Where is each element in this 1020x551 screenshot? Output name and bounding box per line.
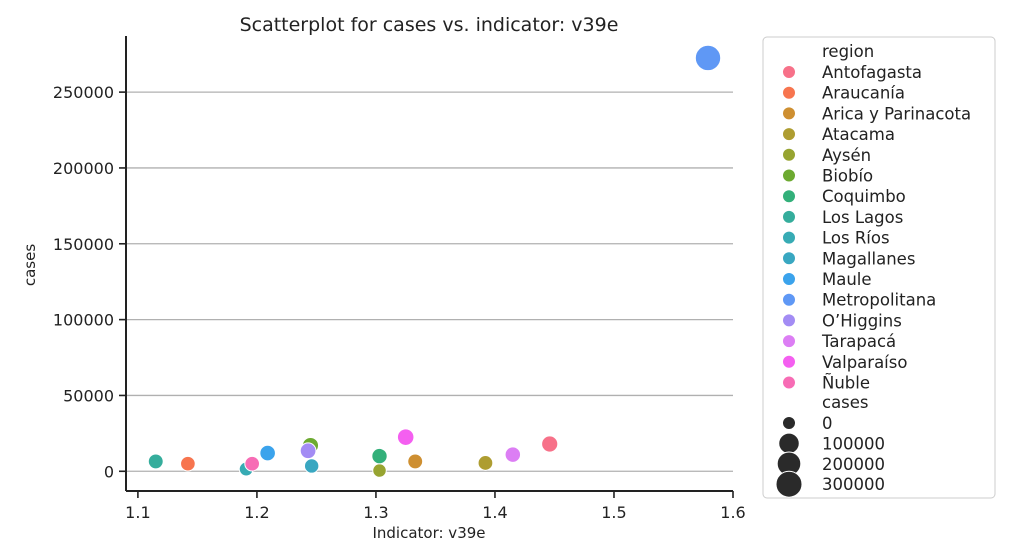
legend-marker: [782, 65, 796, 79]
y-axis-ticks: 0 50000 100000 150000 200000 250000: [53, 83, 126, 481]
legend-label: Tarapacá: [821, 332, 896, 351]
data-point: [694, 44, 722, 72]
y-tick-label: 250000: [53, 83, 114, 102]
legend-marker: [782, 189, 796, 204]
data-point: [299, 442, 317, 460]
legend-label: Los Ríos: [822, 229, 890, 248]
y-tick-label: 50000: [63, 386, 114, 405]
x-tick-label: 1.4: [482, 503, 507, 522]
legend-label: Maule: [822, 270, 872, 289]
y-tick-label: 200000: [53, 159, 114, 178]
data-point: [407, 453, 424, 470]
legend-marker: [782, 251, 796, 266]
legend-size-label: 200000: [822, 455, 885, 474]
legend-label: Ñuble: [822, 374, 870, 393]
chart-title: Scatterplot for cases vs. indicator: v39…: [240, 14, 619, 36]
legend-marker: [782, 272, 796, 286]
legend-label: O’Higgins: [822, 311, 902, 330]
legend-label: Arica y Parinacota: [822, 104, 971, 123]
x-tick-label: 1.1: [125, 503, 150, 522]
data-point: [259, 444, 276, 462]
data-point: [147, 453, 164, 470]
legend-marker: [782, 147, 796, 162]
legend-label: Antofagasta: [822, 63, 922, 82]
legend-marker: [782, 354, 796, 369]
legend-marker: [782, 106, 796, 121]
data-point: [371, 447, 388, 465]
legend-hue-title: region: [822, 42, 874, 61]
legend-size-marker: [778, 432, 800, 455]
y-axis-label: cases: [21, 244, 39, 286]
y-tick-label: 100000: [53, 311, 114, 330]
y-tick-label: 150000: [53, 235, 114, 254]
legend-marker: [782, 313, 796, 328]
data-points: [147, 44, 722, 478]
legend-label: Valparaíso: [822, 353, 907, 372]
data-point: [504, 446, 522, 463]
data-point: [372, 463, 387, 478]
legend-label: Coquimbo: [822, 187, 906, 206]
legend-label: Atacama: [822, 125, 895, 144]
data-point: [180, 455, 196, 472]
legend-label: Magallanes: [822, 249, 915, 268]
legend-marker: [782, 230, 796, 245]
data-point: [396, 428, 415, 446]
legend-label: Biobío: [822, 167, 873, 186]
legend-label: Los Lagos: [822, 208, 903, 227]
data-point: [303, 458, 320, 474]
legend-marker: [782, 168, 796, 183]
data-point: [477, 455, 494, 471]
legend-label: Metropolitana: [822, 291, 936, 310]
legend-size-marker: [775, 470, 803, 498]
legend-size-label: 100000: [822, 434, 885, 453]
x-tick-label: 1.6: [720, 503, 745, 522]
x-tick-label: 1.3: [363, 503, 388, 522]
x-axis-ticks: 1.1 1.2 1.3 1.4 1.5 1.6: [125, 491, 746, 522]
legend-label: Aysén: [822, 146, 871, 165]
legend-size-label: 300000: [822, 475, 885, 494]
legend-frame: [762, 36, 996, 499]
legend-size-title: cases: [822, 393, 869, 412]
legend-marker: [782, 375, 796, 390]
y-tick-label: 0: [104, 462, 114, 481]
legend-marker: [782, 292, 796, 307]
legend-size-marker: [782, 416, 796, 430]
x-tick-label: 1.2: [244, 503, 269, 522]
x-tick-label: 1.5: [601, 503, 626, 522]
data-point: [244, 455, 260, 472]
legend-size-label: 0: [822, 414, 833, 433]
data-point: [541, 435, 559, 453]
legend-marker: [782, 127, 796, 142]
legend-marker: [782, 334, 796, 349]
legend-label: Araucanía: [822, 84, 905, 103]
legend-marker: [782, 209, 796, 224]
x-axis-label: Indicator: v39e: [372, 524, 485, 542]
gridlines: [126, 91, 733, 472]
legend-marker: [782, 85, 796, 100]
